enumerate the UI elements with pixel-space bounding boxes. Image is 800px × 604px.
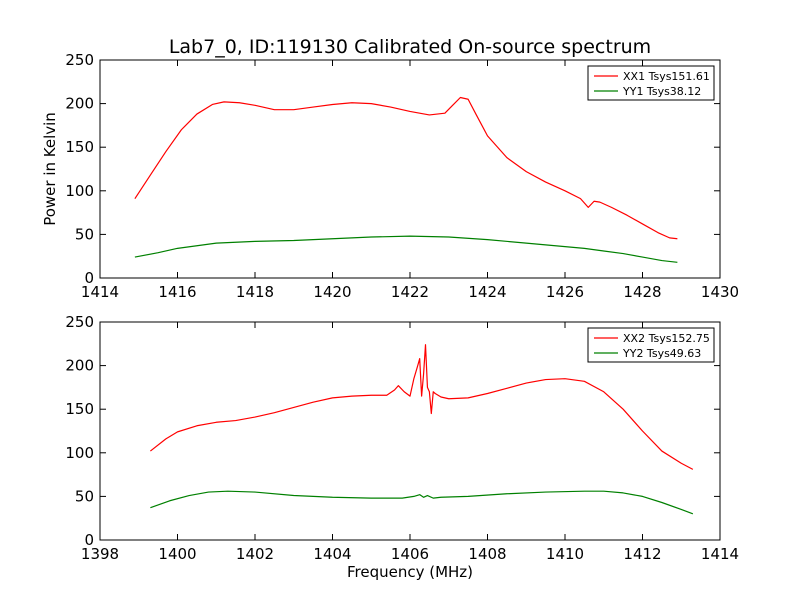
panel-2-y-tick-label: 200: [65, 357, 94, 375]
panel-1-series-line-2: [134, 235, 678, 263]
panel-1-y-tick-label: 250: [65, 51, 94, 69]
panel-2-y-tick-label: 0: [84, 531, 94, 549]
panel-2-x-axis-label: Frequency (MHz): [347, 563, 473, 581]
panel-2-x-tick-label: 1410: [546, 545, 584, 563]
panel-2-series-line-2: [150, 490, 694, 515]
panel-1-y-tick-label: 0: [84, 269, 94, 287]
panel-1-x-tick-label: 1426: [546, 283, 584, 301]
panel-1-x-tick-label: 1414: [81, 283, 119, 301]
panel-1-x-tick-label: 1424: [468, 283, 506, 301]
panel-1-y-tick-label: 50: [75, 225, 94, 243]
panel-2-legend-box: [587, 327, 715, 363]
panel-2-legend-label-2: YY2 Tsys49.63: [622, 347, 701, 360]
panel-1-y-tick-label: 100: [65, 182, 94, 200]
panel-2-x-tick-label: 1398: [81, 545, 119, 563]
panel-1-y-tick-label: 150: [65, 138, 94, 156]
panel-1-x-tick-label: 1430: [701, 283, 739, 301]
panel-2-x-tick-label: 1404: [313, 545, 351, 563]
panel-1-x-tick-label: 1418: [236, 283, 274, 301]
panel-1-legend-box: [587, 65, 715, 101]
panel-2-y-tick-label: 150: [65, 400, 94, 418]
panel-2-y-tick-label: 250: [65, 313, 94, 331]
panel-1-legend: XX1 Tsys151.61 YY1 Tsys38.12: [587, 65, 715, 101]
panel-1-plot: 1414 1416 1418 1420 1422 1424 1426 1428 1430 0 50 1…: [41, 51, 739, 301]
panel-2-x-tick-label: 1412: [623, 545, 661, 563]
panel-2-x-tick-label: 1406: [391, 545, 429, 563]
panel-1-legend-label-2: YY1 Tsys38.12: [622, 85, 701, 98]
panel-2-y-tick-label: 50: [75, 487, 94, 505]
panel-1-x-tick-label: 1420: [313, 283, 351, 301]
panel-2-x-tick-label: 1402: [236, 545, 274, 563]
panel-1-y-tick-label: 200: [65, 95, 94, 113]
panel-1-legend-label-1: XX1 Tsys151.61: [623, 70, 710, 83]
panel-1-series-line-1: [134, 96, 678, 240]
chart-title: Lab7_0, ID:119130 Calibrated On-source s…: [169, 36, 651, 58]
panel-1-x-tick-label: 1422: [391, 283, 429, 301]
panel-1-y-axis-label: Power in Kelvin: [41, 112, 59, 226]
panel-2-x-tick-label: 1414: [701, 545, 739, 563]
panel-2-y-tick-label: 100: [65, 444, 94, 462]
panel-2-legend: XX2 Tsys152.75 YY2 Tsys49.63: [587, 327, 715, 363]
panel-2-series-line-1: [149, 344, 694, 470]
panel-2-x-tick-label: 1400: [158, 545, 196, 563]
panel-2-x-tick-label: 1408: [468, 545, 506, 563]
panel-1-x-tick-label: 1416: [158, 283, 196, 301]
panel-1-x-tick-label: 1428: [623, 283, 661, 301]
panel-2-plot: 1398 1400 1402 1404 1406 1408 1410 1412 1414 0 50 1…: [65, 313, 739, 581]
panel-2-legend-label-1: XX2 Tsys152.75: [623, 332, 710, 345]
